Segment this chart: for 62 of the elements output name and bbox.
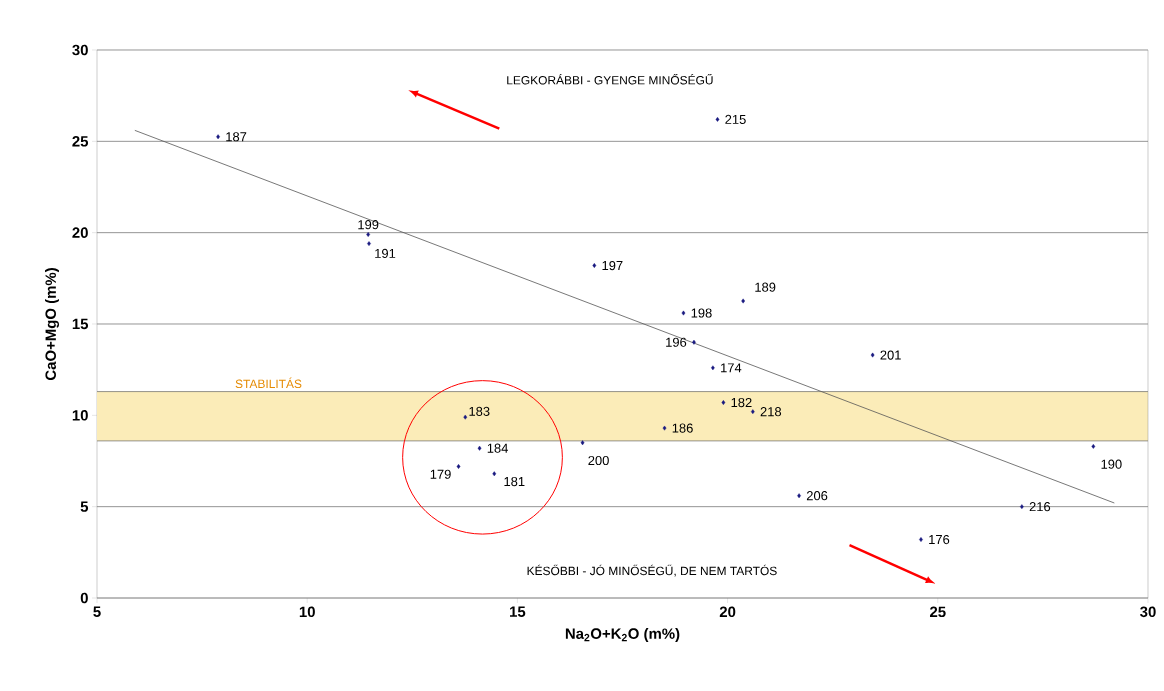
point — [721, 400, 726, 405]
annotation: 197 — [602, 260, 623, 271]
x-tick-label: 30 — [1140, 606, 1156, 618]
x-tick-label: 20 — [719, 606, 736, 618]
point — [750, 409, 755, 415]
annotation: 218 — [760, 407, 782, 417]
y-tick-label: 15 — [72, 318, 89, 330]
point — [711, 365, 715, 371]
point — [366, 232, 370, 237]
x-tick-label: 15 — [510, 606, 526, 617]
point — [715, 117, 720, 122]
point — [681, 310, 686, 316]
x-axis-title: Na$_{2}$O+K$_{2}$O (m%) — [565, 627, 680, 642]
point — [1091, 443, 1096, 449]
annotation: 186 — [672, 423, 693, 433]
annotation: 191 — [375, 248, 396, 258]
annotation: 206 — [806, 491, 828, 501]
annotation: LEGKORÁBBI - GYENGE MINŐSÉGŰ — [507, 73, 713, 85]
y-tick-label: 0 — [80, 592, 88, 604]
y-tick-label: 20 — [72, 227, 88, 238]
point — [919, 537, 923, 542]
annotation: 187 — [226, 132, 247, 142]
annotation: 189 — [755, 282, 776, 292]
annotation: KÉSŐBBI - JÓ MINŐSÉGŰ, DE NEM TARTÓS — [527, 564, 777, 577]
annotation: 184 — [487, 443, 508, 453]
point — [456, 464, 461, 469]
x-tick-label: 5 — [93, 606, 101, 617]
annotation: 181 — [504, 476, 525, 487]
annotation: 190 — [1101, 459, 1122, 469]
annotation: 196 — [666, 337, 687, 347]
x-tick-label: 25 — [930, 606, 946, 618]
y-tick-label: 10 — [72, 410, 88, 421]
y-tick-label: 30 — [72, 44, 88, 56]
point — [741, 298, 745, 304]
annotation: 199 — [358, 220, 379, 230]
point — [580, 440, 585, 446]
point — [870, 352, 875, 358]
point — [492, 471, 497, 477]
x-tick-label: 10 — [299, 606, 315, 618]
annotation: 200 — [588, 455, 609, 466]
annotation: 183 — [469, 406, 490, 416]
band-label: STABILITÁS — [235, 377, 302, 389]
point — [367, 241, 371, 247]
point — [797, 493, 801, 499]
point — [662, 425, 667, 431]
annotation: 201 — [880, 350, 901, 360]
annotation: 182 — [731, 397, 752, 408]
y-axis-title: CaO+MgO (m%) — [45, 268, 60, 381]
point — [477, 445, 482, 451]
point — [592, 263, 597, 268]
y-tick-label: 5 — [80, 501, 89, 512]
point — [692, 339, 696, 345]
annotation: 215 — [725, 114, 746, 124]
annotation: 174 — [721, 363, 742, 373]
annotation: 179 — [430, 469, 451, 479]
y-tick-label: 25 — [72, 136, 89, 147]
annotation: 216 — [1029, 502, 1051, 512]
point — [216, 134, 220, 140]
point — [463, 414, 468, 420]
annotation: 198 — [691, 308, 712, 318]
point — [1020, 504, 1024, 510]
annotation: 176 — [929, 534, 950, 545]
